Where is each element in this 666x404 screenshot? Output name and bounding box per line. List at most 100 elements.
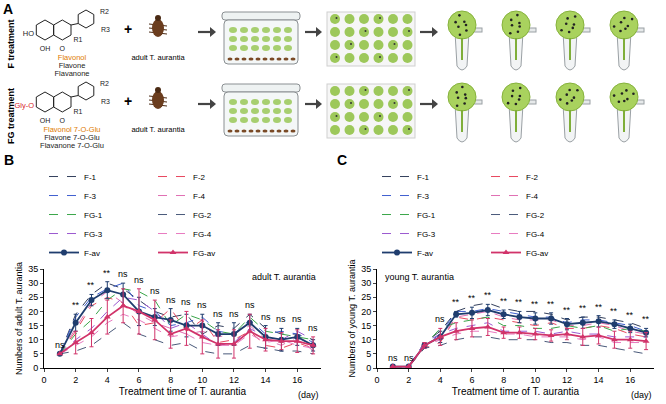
svg-text:ns: ns <box>150 286 160 296</box>
svg-text:**: ** <box>595 302 603 312</box>
svg-text:F-1: F-1 <box>417 173 430 182</box>
svg-text:FG-3: FG-3 <box>84 230 103 239</box>
svg-text:Numbers of young T. aurantia: Numbers of young T. aurantia <box>347 260 357 378</box>
svg-text:ns: ns <box>245 300 255 310</box>
svg-text:ns: ns <box>404 353 414 363</box>
svg-text:young T. aurantia: young T. aurantia <box>385 272 454 282</box>
svg-text:OH: OH <box>40 45 51 52</box>
svg-text:14: 14 <box>261 375 271 385</box>
svg-text:25: 25 <box>28 292 38 302</box>
svg-text:FG-2: FG-2 <box>526 211 545 220</box>
svg-text:F-3: F-3 <box>417 192 430 201</box>
svg-text:**: ** <box>103 268 111 278</box>
svg-text:Treatment time of T. aurantia: Treatment time of T. aurantia <box>119 386 247 397</box>
svg-text:F treatment: F treatment <box>6 19 16 68</box>
svg-text:ns: ns <box>276 314 286 324</box>
svg-text:R1: R1 <box>74 108 83 115</box>
svg-text:5: 5 <box>33 349 38 359</box>
svg-text:F-4: F-4 <box>193 192 206 201</box>
svg-text:ns: ns <box>388 353 398 363</box>
svg-text:16: 16 <box>625 375 635 385</box>
svg-text:0: 0 <box>366 363 371 373</box>
svg-text:30: 30 <box>28 278 38 288</box>
svg-text:**: ** <box>515 297 523 307</box>
svg-text:F-2: F-2 <box>193 173 206 182</box>
svg-text:**: ** <box>500 296 508 306</box>
svg-text:12: 12 <box>229 375 239 385</box>
svg-text:R1: R1 <box>74 36 83 43</box>
svg-text:F-1: F-1 <box>84 173 97 182</box>
svg-text:12: 12 <box>562 375 572 385</box>
svg-text:FG treatment: FG treatment <box>6 88 16 144</box>
svg-text:**: ** <box>547 299 555 309</box>
svg-text:6: 6 <box>136 375 141 385</box>
svg-text:Flavanone: Flavanone <box>54 69 89 78</box>
svg-text:F-av: F-av <box>84 249 100 258</box>
svg-text:FG-1: FG-1 <box>417 211 436 220</box>
svg-text:F-4: F-4 <box>526 192 539 201</box>
svg-text:20: 20 <box>28 307 38 317</box>
svg-text:ns: ns <box>55 340 65 350</box>
svg-text:ns: ns <box>292 314 302 324</box>
svg-text:4: 4 <box>438 375 443 385</box>
svg-text:ns: ns <box>197 300 207 310</box>
svg-text:R2: R2 <box>100 8 109 15</box>
svg-text:**: ** <box>563 305 571 315</box>
svg-text:ns: ns <box>181 297 191 307</box>
svg-text:ns: ns <box>308 323 318 333</box>
svg-text:**: ** <box>642 314 650 324</box>
svg-text:35: 35 <box>361 264 371 274</box>
svg-text:**: ** <box>610 306 618 316</box>
svg-text:adult T. aurantia: adult T. aurantia <box>252 272 316 282</box>
svg-text:**: ** <box>87 280 95 290</box>
svg-text:Flavanone 7-O-Glu: Flavanone 7-O-Glu <box>40 141 104 150</box>
svg-text:16: 16 <box>292 375 302 385</box>
svg-text:10: 10 <box>530 375 540 385</box>
svg-text:0: 0 <box>374 375 379 385</box>
svg-text:8: 8 <box>168 375 173 385</box>
svg-text:**: ** <box>72 300 80 310</box>
svg-text:+: + <box>124 93 132 109</box>
svg-text:6: 6 <box>469 375 474 385</box>
svg-text:ns: ns <box>134 275 144 285</box>
svg-text:35: 35 <box>28 264 38 274</box>
svg-text:8: 8 <box>501 375 506 385</box>
svg-text:14: 14 <box>594 375 604 385</box>
svg-text:(day): (day) <box>298 390 319 400</box>
svg-text:10: 10 <box>361 335 371 345</box>
svg-text:5: 5 <box>366 349 371 359</box>
svg-text:R2: R2 <box>100 80 109 87</box>
svg-text:0: 0 <box>41 375 46 385</box>
svg-text:F-3: F-3 <box>84 192 97 201</box>
svg-text:(day): (day) <box>631 390 652 400</box>
svg-text:FG-av: FG-av <box>526 249 548 258</box>
svg-text:adult T. aurantia: adult T. aurantia <box>131 53 185 62</box>
svg-text:ns: ns <box>166 295 176 305</box>
svg-text:**: ** <box>484 290 492 300</box>
svg-text:0: 0 <box>33 363 38 373</box>
svg-text:**: ** <box>579 303 587 313</box>
svg-text:O: O <box>60 117 66 124</box>
svg-text:FG-4: FG-4 <box>193 230 212 239</box>
svg-text:20: 20 <box>361 307 371 317</box>
svg-text:A: A <box>3 1 13 17</box>
svg-text:ns: ns <box>118 269 128 279</box>
svg-text:15: 15 <box>28 321 38 331</box>
svg-text:Gly-O: Gly-O <box>14 101 34 110</box>
svg-text:Treatment time of T. aurantia: Treatment time of T. aurantia <box>452 386 580 397</box>
svg-text:R3: R3 <box>101 98 110 105</box>
svg-text:**: ** <box>626 310 634 320</box>
svg-text:**: ** <box>452 297 460 307</box>
svg-text:FG-1: FG-1 <box>84 211 103 220</box>
svg-text:R3: R3 <box>101 26 110 33</box>
svg-text:ns: ns <box>229 309 239 319</box>
svg-text:F-av: F-av <box>417 249 433 258</box>
svg-text:OH: OH <box>40 117 51 124</box>
svg-text:25: 25 <box>361 292 371 302</box>
svg-text:4: 4 <box>105 375 110 385</box>
svg-text:ns: ns <box>261 312 271 322</box>
svg-text:2: 2 <box>406 375 411 385</box>
svg-text:ns: ns <box>435 314 445 324</box>
svg-text:**: ** <box>468 293 476 303</box>
svg-text:HO: HO <box>23 29 34 38</box>
